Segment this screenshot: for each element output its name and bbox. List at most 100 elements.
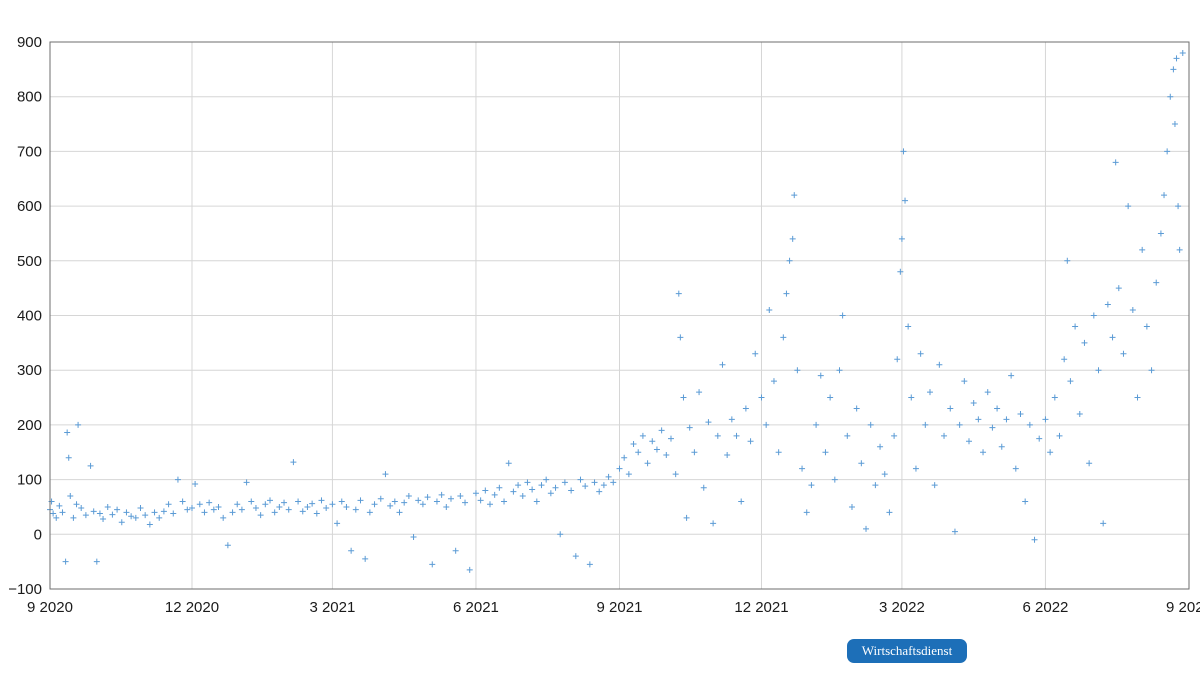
data-point [1115,285,1122,292]
data-point [309,500,316,507]
data-point [477,497,484,504]
data-point [313,510,320,517]
data-point [243,479,250,486]
data-point [146,521,153,528]
data-point [912,465,919,472]
data-point [686,424,693,431]
data-point [714,432,721,439]
data-point [836,367,843,374]
data-point [984,389,991,396]
data-point [1022,498,1029,505]
x-tick-label: 3 2021 [309,599,355,616]
data-point [93,558,100,565]
data-point [947,405,954,412]
data-point [396,509,403,516]
data-point [799,465,806,472]
data-point [582,483,589,490]
data-point [696,389,703,396]
data-point [248,498,255,505]
data-point [775,449,782,456]
data-point [1176,246,1183,253]
data-point [908,394,915,401]
data-point [891,432,898,439]
data-point [572,553,579,560]
data-point [936,361,943,368]
data-point [902,197,909,204]
grid-lines [50,42,1189,589]
data-point [667,435,674,442]
data-point [491,491,498,498]
y-tick-label: −100 [8,581,42,598]
plot-frame [49,41,1190,590]
data-point [577,476,584,483]
data-point [538,482,545,489]
data-point [170,510,177,517]
data-point [931,482,938,489]
data-point [1148,367,1155,374]
y-tick-label: 400 [17,308,42,325]
data-point [515,482,522,489]
x-tick-label: 3 2022 [879,599,925,616]
data-point [1036,435,1043,442]
data-point [635,449,642,456]
data-point [75,421,82,428]
data-point [142,512,149,519]
data-point [1090,312,1097,319]
data-point [827,394,834,401]
data-point [803,509,810,516]
data-point [505,460,512,467]
data-point [766,307,773,314]
data-point [262,501,269,508]
data-point [1143,323,1150,330]
data-point [1061,356,1068,363]
data-point [543,476,550,483]
data-point [419,501,426,508]
data-point [1081,339,1088,346]
data-point [519,493,526,500]
data-point [352,506,359,513]
data-point [625,471,632,478]
data-point [443,503,450,510]
data-point [192,480,199,487]
data-point [680,394,687,401]
data-point [975,416,982,423]
data-point [447,495,454,502]
y-tick-label: 800 [17,89,42,106]
data-point [877,443,884,450]
data-point [323,505,330,512]
data-point [220,514,227,521]
data-point [50,510,57,517]
data-point [1173,55,1180,62]
data-point [184,506,191,513]
data-point [48,498,55,505]
data-point [82,512,89,519]
data-point [343,503,350,510]
data-point [377,495,384,502]
data-point [501,498,508,505]
data-point [357,497,364,504]
data-point [872,482,879,489]
data-point [586,561,593,568]
data-point [174,476,181,483]
data-point [1026,421,1033,428]
data-point [789,235,796,242]
data-point [719,361,726,368]
data-point [738,498,745,505]
data-point [886,509,893,516]
data-point [808,482,815,489]
data-point [600,482,607,489]
data-point [156,514,163,521]
data-point [482,487,489,494]
data-point [591,479,598,486]
data-point [123,509,130,516]
y-tick-label: 700 [17,143,42,160]
x-tick-label: 6 2022 [1023,599,1069,616]
data-point [304,503,311,510]
data-point [980,449,987,456]
data-point [391,498,398,505]
data-point [905,323,912,330]
data-point [683,514,690,521]
data-point [989,424,996,431]
data-point [215,503,222,510]
